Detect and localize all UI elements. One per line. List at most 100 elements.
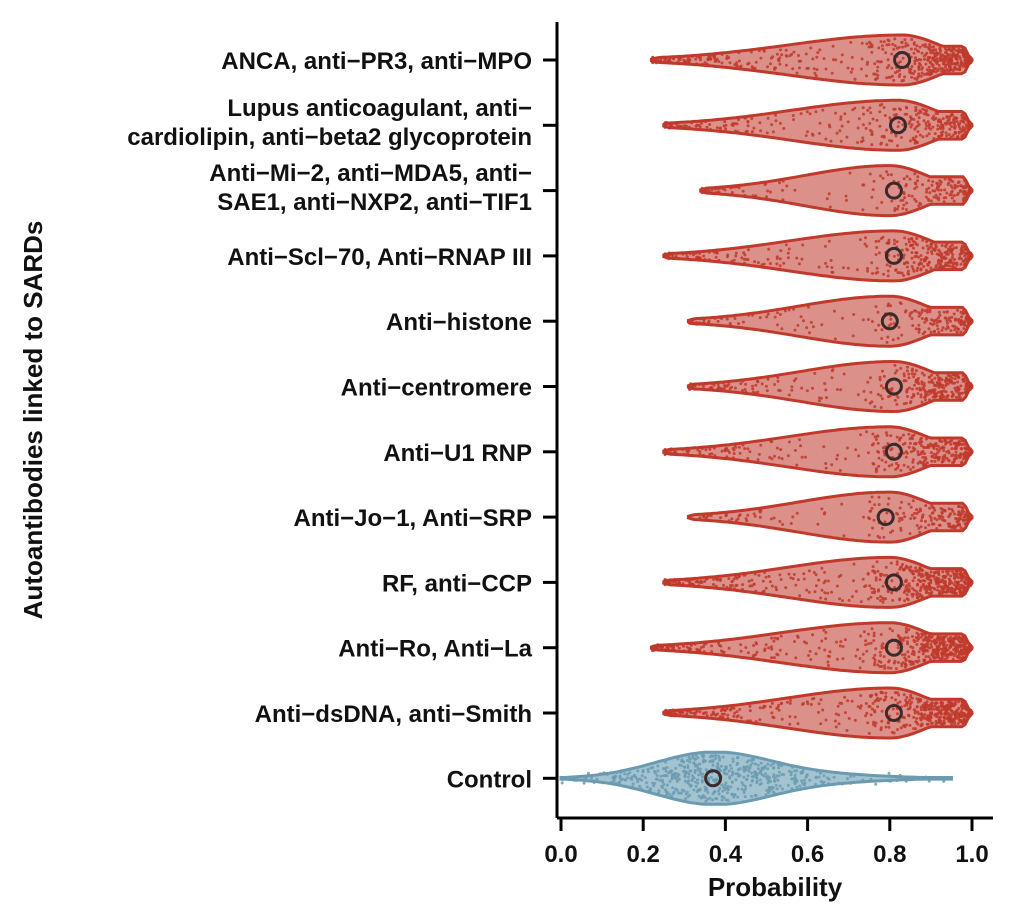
data-point xyxy=(790,388,794,392)
data-point xyxy=(718,127,722,131)
data-point xyxy=(922,73,926,76)
data-point xyxy=(818,121,822,125)
data-point xyxy=(799,444,803,448)
data-point xyxy=(937,63,941,67)
data-point xyxy=(919,705,923,709)
data-point xyxy=(874,721,878,725)
data-point xyxy=(933,638,937,642)
data-point xyxy=(954,634,958,638)
data-point xyxy=(568,777,572,781)
data-point xyxy=(953,186,957,190)
data-point xyxy=(927,179,931,183)
data-point xyxy=(880,526,884,530)
data-point xyxy=(936,381,940,385)
data-point xyxy=(723,188,727,192)
data-point xyxy=(739,643,743,647)
data-point xyxy=(923,519,927,523)
data-point xyxy=(833,719,837,723)
data-point xyxy=(824,261,827,265)
data-point xyxy=(823,648,827,652)
data-point xyxy=(764,575,768,579)
data-point xyxy=(758,316,762,320)
data-point xyxy=(762,774,766,778)
data-point xyxy=(687,755,691,759)
data-point xyxy=(724,798,728,802)
data-point xyxy=(930,378,934,382)
data-point xyxy=(908,437,912,441)
data-point xyxy=(896,204,900,208)
data-point xyxy=(919,110,923,114)
data-point xyxy=(939,394,943,398)
data-point xyxy=(824,67,828,71)
data-point xyxy=(709,127,712,131)
data-point xyxy=(878,665,882,668)
data-point xyxy=(875,69,879,73)
data-point xyxy=(735,519,738,522)
data-point xyxy=(939,253,943,256)
data-point xyxy=(823,579,827,583)
data-point xyxy=(865,430,868,434)
data-point xyxy=(898,60,902,64)
data-point xyxy=(775,262,779,266)
data-point xyxy=(662,56,666,60)
data-point xyxy=(719,516,723,520)
data-point xyxy=(705,62,709,66)
data-point xyxy=(927,380,931,384)
data-point xyxy=(968,57,971,61)
data-point xyxy=(808,778,812,782)
data-point xyxy=(966,578,970,582)
data-point xyxy=(666,59,670,63)
data-point xyxy=(758,121,762,125)
data-point xyxy=(711,798,714,802)
data-point xyxy=(938,182,942,186)
data-point xyxy=(895,207,899,211)
data-point xyxy=(893,585,897,589)
data-point xyxy=(831,44,835,48)
data-point xyxy=(817,702,821,706)
data-point xyxy=(937,185,941,189)
data-point xyxy=(897,107,901,111)
data-point xyxy=(898,700,902,704)
data-point xyxy=(916,130,920,134)
data-point xyxy=(678,714,682,718)
data-point xyxy=(769,56,773,60)
data-point xyxy=(765,315,769,319)
data-point xyxy=(840,502,844,506)
data-point xyxy=(964,58,968,62)
data-point xyxy=(935,324,939,328)
data-point xyxy=(957,580,961,584)
data-point xyxy=(851,334,855,338)
data-point xyxy=(953,386,957,390)
data-point xyxy=(950,376,954,380)
data-point xyxy=(638,777,642,781)
data-points xyxy=(688,495,973,540)
data-point xyxy=(907,445,911,449)
data-point xyxy=(900,271,904,275)
data-point xyxy=(834,725,838,729)
data-point xyxy=(906,261,910,265)
data-point xyxy=(874,328,878,332)
data-point xyxy=(734,445,738,449)
data-point xyxy=(915,705,919,709)
data-point xyxy=(724,765,728,769)
data-point xyxy=(655,774,659,778)
data-point xyxy=(889,304,893,308)
data-point xyxy=(819,780,823,783)
data-point xyxy=(698,452,702,456)
data-point xyxy=(966,314,969,318)
data-point xyxy=(868,500,872,504)
data-point xyxy=(934,111,938,115)
data-point xyxy=(905,201,909,205)
data-point xyxy=(725,791,729,795)
data-point xyxy=(924,398,927,402)
median-marker xyxy=(876,508,895,527)
data-point xyxy=(946,382,950,386)
data-point xyxy=(870,506,874,510)
data-point xyxy=(877,323,881,327)
data-point xyxy=(916,450,920,454)
data-point xyxy=(918,589,922,593)
data-point xyxy=(829,139,833,143)
data-point xyxy=(942,590,946,594)
data-point xyxy=(967,185,971,189)
data-point xyxy=(885,263,889,267)
